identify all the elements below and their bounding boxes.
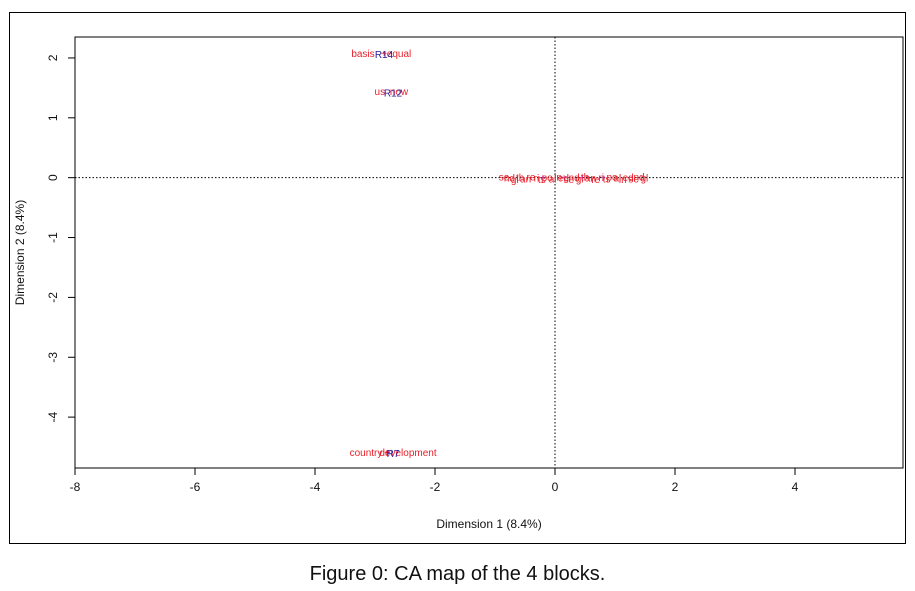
x-tick-label: 0	[552, 480, 559, 494]
cluster-row-mark: +	[540, 173, 545, 183]
cluster-row-mark: +	[579, 173, 584, 183]
cluster-label-mark: re	[591, 175, 600, 186]
cluster-label-mark: se	[499, 172, 510, 183]
cluster-label-mark: ed	[623, 173, 634, 184]
figure-caption: Figure 0: CA map of the 4 blocks.	[309, 563, 606, 585]
column-point-label: +	[381, 49, 387, 60]
y-axis-title: Dimension 2 (8.4%)	[13, 200, 27, 305]
cluster-label-mark: ri	[598, 173, 604, 184]
cluster-label-mark: se	[628, 174, 639, 185]
cluster-row-mark: +	[561, 173, 566, 183]
cluster-label-mark: gl	[641, 174, 649, 185]
x-tick-label: -2	[430, 480, 441, 494]
column-point-label: equal	[387, 49, 411, 60]
cluster-label-mark: th	[516, 173, 524, 184]
y-tick-label: -2	[46, 292, 60, 303]
cluster-label-mark: nd	[633, 172, 644, 183]
cluster-label-mark: po	[542, 173, 554, 184]
x-tick-label: -4	[310, 480, 321, 494]
cluster-label-mark: gl	[576, 174, 584, 185]
cluster-label-mark: in	[554, 172, 562, 183]
column-point-label: +	[384, 448, 390, 459]
row-point-label: R7	[387, 449, 400, 460]
cluster-label-mark: th	[581, 172, 589, 183]
cluster-label-mark: ed	[558, 174, 569, 185]
cluster-label-mark: re	[527, 172, 536, 183]
y-tick-label: 1	[46, 114, 60, 121]
y-tick-label: 2	[46, 54, 60, 61]
row-point-label: R12	[384, 88, 403, 99]
cluster-label-mark: an	[520, 174, 531, 185]
row-point-label: R14	[375, 50, 394, 61]
y-tick-label: -4	[46, 411, 60, 422]
y-tick-label: -1	[46, 232, 60, 243]
cluster-row-mark: +	[600, 173, 605, 183]
y-tick-label: 0	[46, 174, 60, 181]
figure-frame: -8 -6 -4 -2 0 2 4 2 1 0 -1 -2 -3 -4 Dimension 1 (8.4%)…	[9, 12, 906, 544]
cluster-label-mark: an	[585, 174, 596, 185]
column-point-label: development	[379, 448, 436, 459]
cluster-label-mark: po	[606, 172, 618, 183]
column-point-label: us	[375, 87, 386, 98]
cluster-label-mark: ts	[538, 175, 546, 186]
column-point-label: basis	[351, 49, 374, 60]
x-axis-title: Dimension 1 (8.4%)	[436, 517, 541, 531]
cluster-label-mark: in	[619, 175, 627, 186]
column-point-label: country	[350, 448, 383, 459]
cluster-label-mark: nd	[504, 174, 515, 185]
cluster-label-mark: ts	[603, 174, 611, 185]
x-tick-label: -8	[70, 480, 81, 494]
cluster-label-mark: al	[614, 174, 622, 185]
cluster-label-mark: ri	[534, 174, 540, 185]
plot-area	[74, 36, 904, 469]
cluster-label-mark: nd	[569, 173, 580, 184]
cluster-label-mark: gl	[511, 175, 519, 186]
x-tick-label: 4	[792, 480, 799, 494]
column-point-label: now	[390, 87, 409, 98]
cluster-label-mark: se	[564, 175, 575, 186]
x-tick-label: -6	[190, 480, 201, 494]
ca-map-chart: -8 -6 -4 -2 0 2 4 2 1 0 -1 -2 -3 -4 Dimension 1 (8.4%)…	[13, 36, 904, 531]
cluster-label-mark: al	[549, 174, 557, 185]
x-tick-label: 2	[672, 480, 679, 494]
y-tick-label: -3	[46, 352, 60, 363]
